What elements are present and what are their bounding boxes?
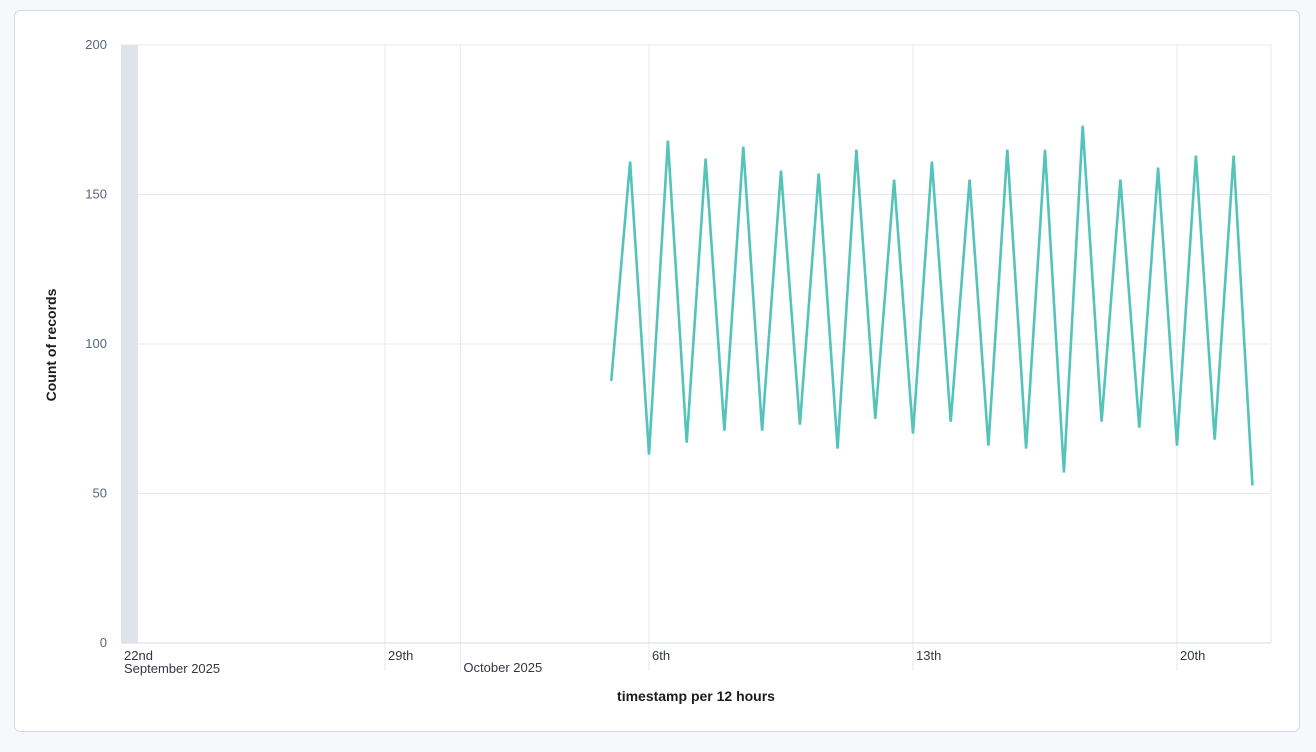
x-axis-title: timestamp per 12 hours — [617, 688, 775, 704]
y-tick-label: 50 — [93, 486, 107, 501]
x-tick-label: 22nd — [124, 648, 153, 663]
series-line — [610, 125, 1254, 486]
chart-panel — [14, 10, 1300, 732]
x-tick-label: 6th — [652, 648, 670, 663]
y-axis-title: Count of records — [43, 288, 59, 401]
series-layer — [610, 125, 1254, 486]
y-tick-label: 200 — [85, 37, 107, 52]
grid-lines — [121, 44, 1272, 671]
x-tick-sublabel: October 2025 — [463, 660, 542, 675]
shaded-region-rect — [121, 45, 138, 643]
shaded-region — [121, 45, 138, 643]
x-tick-label: 13th — [916, 648, 941, 663]
y-tick-label: 0 — [100, 635, 107, 650]
y-tick-label: 100 — [85, 336, 107, 351]
x-tick-label: 20th — [1180, 648, 1205, 663]
y-tick-label: 150 — [85, 187, 107, 202]
x-tick-sublabel: September 2025 — [124, 661, 220, 676]
x-tick-label: 29th — [388, 648, 413, 663]
